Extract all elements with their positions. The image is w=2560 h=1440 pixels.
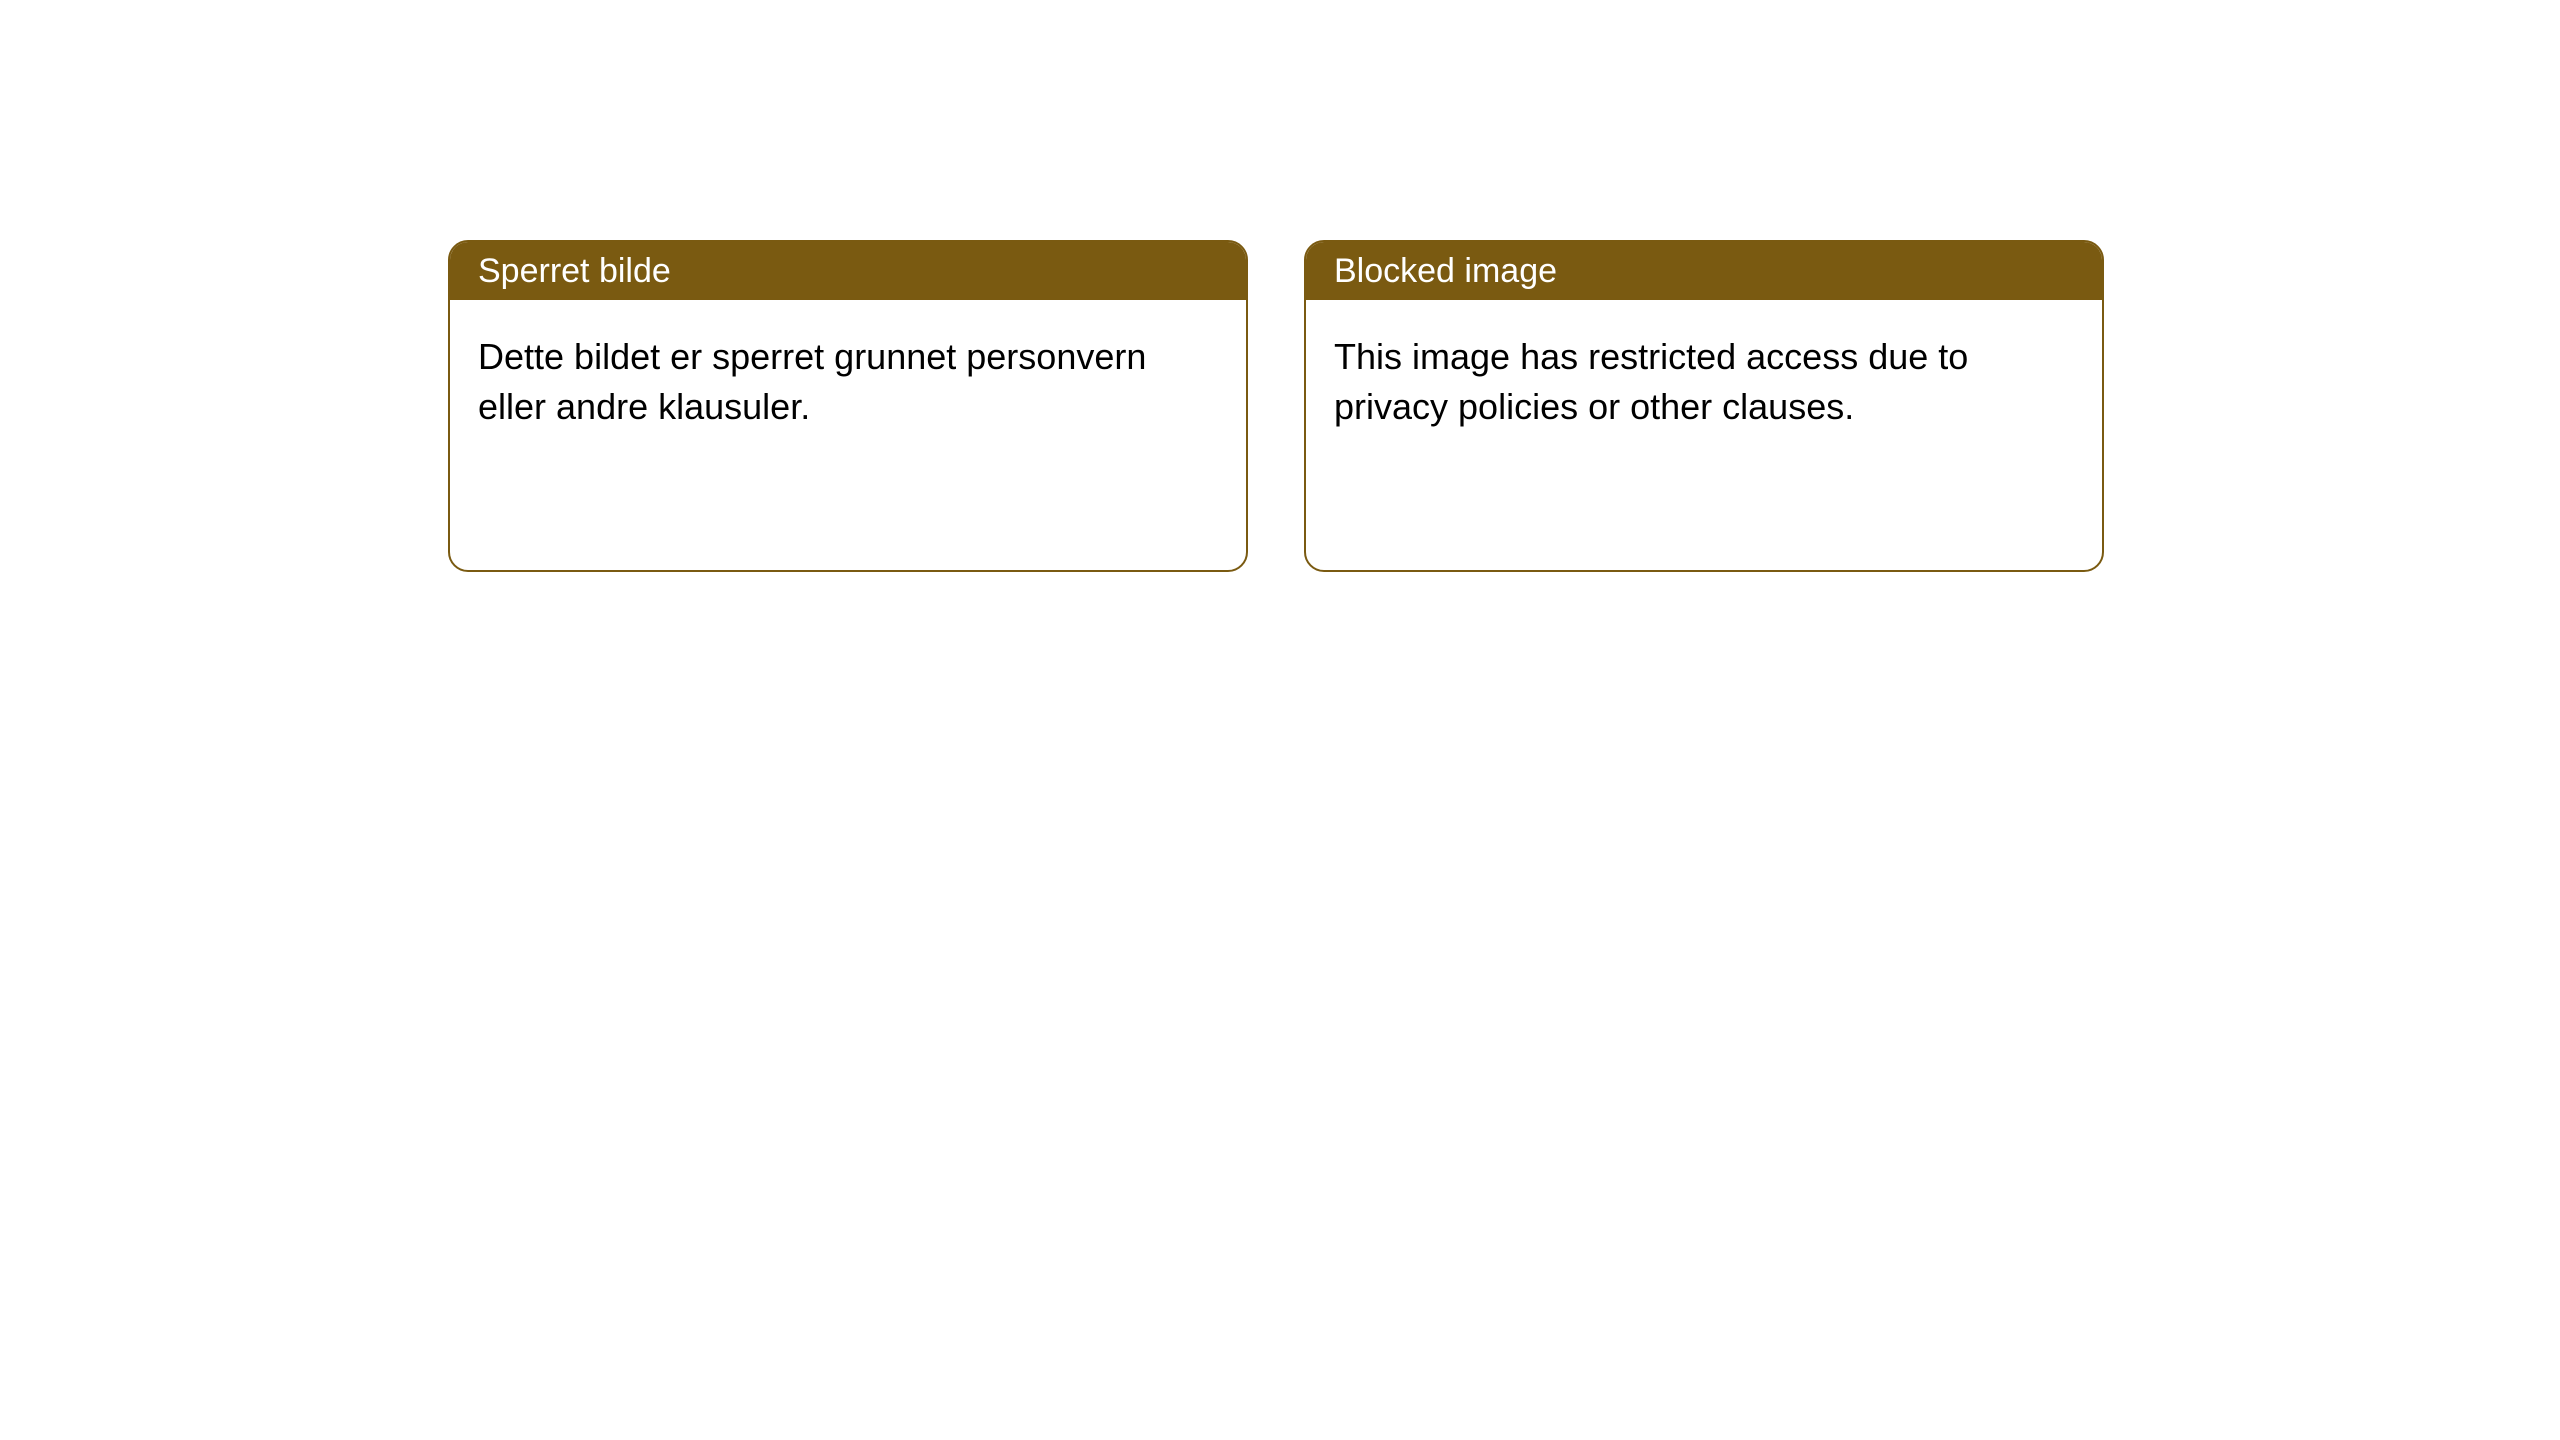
notice-body-text: Dette bildet er sperret grunnet personve… [478, 336, 1146, 427]
notice-header: Blocked image [1306, 242, 2102, 300]
notice-header-text: Blocked image [1334, 252, 1557, 291]
notice-header-text: Sperret bilde [478, 252, 671, 291]
notice-body: Dette bildet er sperret grunnet personve… [450, 300, 1246, 465]
notice-body: This image has restricted access due to … [1306, 300, 2102, 465]
notice-card-norwegian: Sperret bilde Dette bildet er sperret gr… [448, 240, 1248, 572]
notice-body-text: This image has restricted access due to … [1334, 336, 1968, 427]
notice-header: Sperret bilde [450, 242, 1246, 300]
notice-container: Sperret bilde Dette bildet er sperret gr… [0, 0, 2560, 572]
notice-card-english: Blocked image This image has restricted … [1304, 240, 2104, 572]
